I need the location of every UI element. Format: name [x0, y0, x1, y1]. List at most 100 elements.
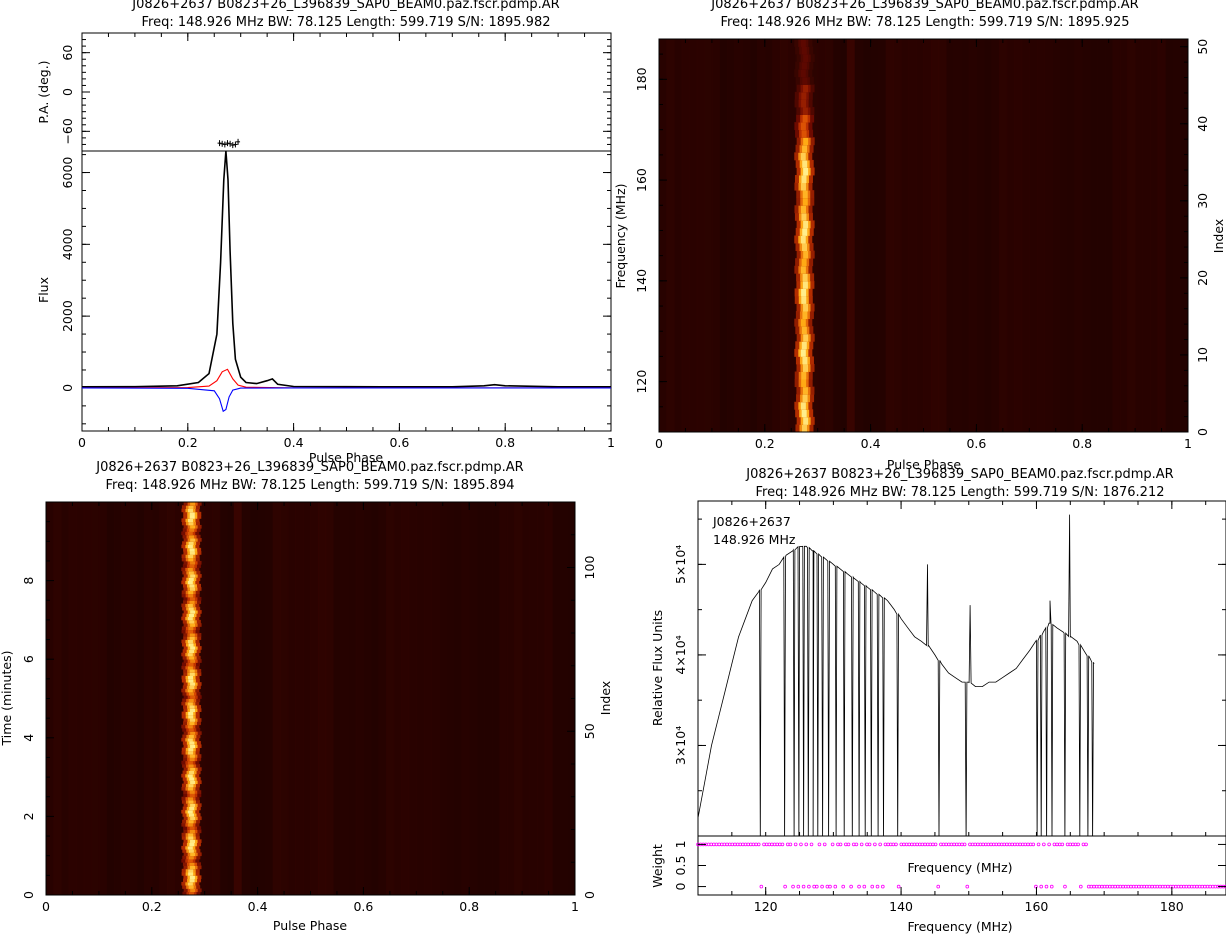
time-phase-noise-column — [484, 502, 493, 895]
time-phase-pulse-core — [187, 639, 193, 644]
freq-phase-noise-column — [1157, 39, 1166, 432]
time-phase-pulse-core — [190, 767, 196, 771]
freq-phase-noise-column — [938, 39, 947, 432]
freq-phase-noise-column — [946, 39, 955, 432]
freq-phase-noise-column — [666, 39, 675, 432]
y-tick-label: 2 — [21, 812, 36, 820]
profile-subtitle: Freq: 148.926 MHz BW: 78.125 Length: 599… — [141, 15, 550, 30]
time-phase-secondary-component — [233, 502, 242, 895]
freq-phase-xlabel: Pulse Phase — [887, 457, 962, 472]
bandpass-title: J0826+2637 B0823+26_L396839_SAP0_BEAM0.p… — [745, 467, 1173, 482]
freq-phase-pulse-core — [803, 250, 809, 259]
freq-phase-noise-column — [870, 39, 879, 432]
freq-phase-pulse-core — [801, 295, 807, 304]
x-tick-label: 1 — [571, 899, 579, 914]
freq-phase-noise-column — [900, 39, 909, 432]
time-phase-noise-column — [506, 502, 516, 895]
freq-phase-noise-column — [696, 39, 705, 432]
time-phase-pulse-core — [189, 528, 195, 532]
freq-phase-pulse-core — [803, 84, 809, 93]
time-phase-noise-column — [355, 502, 364, 895]
x-tick-label: 0.4 — [248, 899, 268, 914]
weight-point — [756, 842, 761, 847]
freq-phase-noise-column — [787, 39, 796, 432]
freq-phase-axes: 0 0.2 0.4 0.6 0.8 1 120 140 160 180 0 10 20 30 40 50 — [634, 39, 1210, 451]
time-phase-pulse-core — [189, 583, 195, 588]
y-tick-label: 160 — [634, 168, 649, 192]
y-tick-label: 140 — [634, 269, 649, 293]
x-tick-label: 1 — [607, 435, 615, 450]
freq-phase-noise-column — [704, 39, 713, 432]
x-tick-label: 0.8 — [1072, 436, 1092, 451]
circular-series-line — [82, 387, 611, 413]
x-tick-label: 160 — [1025, 899, 1049, 914]
y-tick-label: 4×10⁴ — [673, 635, 688, 674]
weight-point — [838, 842, 843, 847]
freq-phase-noise-column — [915, 39, 924, 432]
weight-point — [814, 884, 819, 889]
freq-phase-pulse-core — [800, 182, 806, 191]
time-phase-noise-column — [61, 502, 70, 895]
weight-point — [791, 884, 795, 889]
freq-phase-noise-column — [1165, 39, 1174, 432]
time-phase-pulse-core — [188, 783, 194, 788]
freq-phase-noise-column — [991, 39, 1000, 432]
freq-phase-noise-column — [999, 39, 1008, 432]
freq-phase-noise-column — [1172, 39, 1181, 432]
time-phase-pulse-core — [190, 524, 196, 529]
y-tick-label: 60 — [60, 45, 75, 61]
time-phase-noise-column — [446, 502, 455, 895]
time-phase-pulse-core — [189, 878, 195, 883]
freq-phase-noise-column — [893, 39, 902, 432]
y-tick-label: 0 — [1195, 428, 1210, 436]
freq-phase-noise-column — [681, 39, 690, 432]
time-phase-noise-column — [53, 502, 62, 895]
freq-phase-noise-column — [1006, 39, 1015, 432]
freq-phase-noise-column — [734, 39, 743, 432]
time-phase-heatmap — [46, 502, 576, 896]
time-phase-noise-column — [159, 502, 168, 895]
x-tick-label: 0.6 — [966, 436, 986, 451]
time-phase-pulse-core — [190, 695, 196, 699]
bandpass-ylabel: Relative Flux Units — [650, 610, 665, 726]
time-phase-pulse-core — [190, 803, 196, 807]
y-tick-label: 3×10⁴ — [673, 726, 688, 765]
time-phase-noise-column — [318, 502, 327, 895]
y-tick-label: 40 — [1195, 116, 1210, 132]
y-tick-label: 10 — [1195, 347, 1210, 363]
freq-phase-pulse-core — [801, 288, 807, 297]
time-phase-pulse-core — [188, 868, 194, 873]
bandpass-line — [698, 514, 1095, 836]
freq-phase-noise-column — [1112, 39, 1121, 432]
time-phase-pulse-core — [187, 809, 193, 814]
weight-point — [1049, 884, 1054, 889]
time-phase-pulse-core — [189, 829, 195, 834]
time-phase-noise-column — [280, 502, 289, 895]
time-phase-pulse-core — [188, 836, 194, 840]
weight-point — [894, 842, 898, 847]
time-phase-noise-column — [325, 502, 334, 895]
freq-phase-noise-column — [674, 39, 683, 432]
time-phase-noise-column — [438, 502, 448, 895]
freq-phase-noise-column — [1051, 39, 1061, 432]
time-phase-pulse-core — [189, 777, 195, 781]
time-phase-subtitle: Freq: 148.926 MHz BW: 78.125 Length: 599… — [105, 478, 514, 493]
flux-ylabel: Flux — [36, 277, 51, 303]
time-phase-noise-column — [499, 502, 508, 895]
freq-phase-noise-column — [1014, 39, 1023, 432]
weight-point — [788, 842, 793, 847]
freq-phase-pulse-core — [801, 129, 807, 138]
x-tick-label: 140 — [889, 899, 913, 914]
freq-phase-noise-column — [1021, 39, 1030, 432]
time-phase-pulse-core — [187, 760, 193, 765]
freq-phase-pulse-core — [801, 258, 807, 267]
y-tick-label: 30 — [1195, 193, 1210, 209]
weight-point — [846, 842, 851, 847]
weight-point — [867, 842, 872, 847]
time-phase-pulse-core — [188, 764, 194, 768]
time-phase-pulse-core — [188, 849, 194, 853]
freq-phase-pulse-core — [802, 356, 808, 365]
time-phase-noise-column — [114, 502, 123, 895]
time-phase-pulse-core — [190, 744, 196, 749]
